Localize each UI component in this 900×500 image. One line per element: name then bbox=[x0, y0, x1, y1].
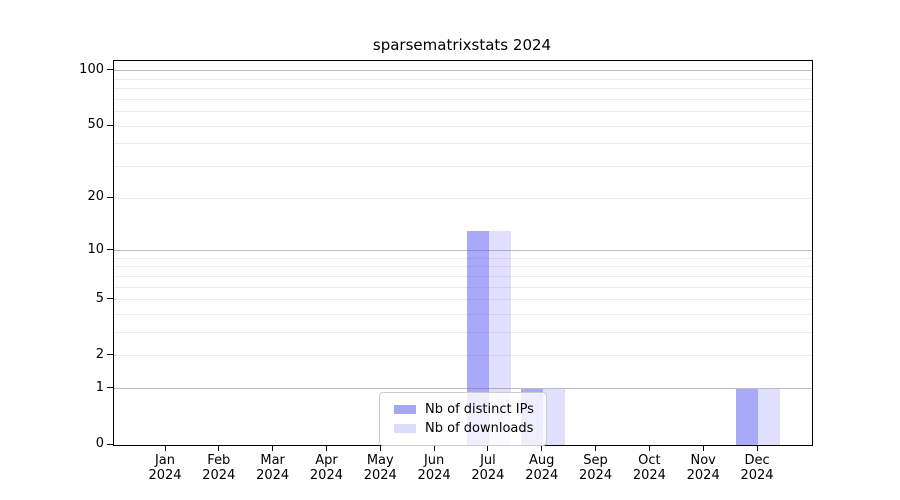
x-tick-mark bbox=[487, 445, 489, 451]
bar-jul-downloads bbox=[488, 231, 511, 445]
minor-gridline bbox=[114, 143, 812, 145]
y-tick-mark bbox=[107, 69, 113, 71]
minor-gridline bbox=[114, 125, 812, 127]
y-tick-label: 20 bbox=[87, 189, 104, 205]
x-tick-label-jul: Jul 2024 bbox=[471, 453, 505, 483]
x-tick-mark bbox=[218, 445, 220, 451]
plot-area: Nb of distinct IPs Nb of downloads bbox=[113, 60, 813, 446]
minor-gridline bbox=[114, 111, 812, 113]
major-gridline bbox=[114, 70, 812, 72]
x-tick-mark bbox=[541, 445, 543, 451]
x-tick-label-apr: Apr 2024 bbox=[309, 453, 343, 483]
y-tick-mark bbox=[107, 443, 113, 445]
legend-label: Nb of downloads bbox=[425, 421, 534, 436]
major-gridline bbox=[114, 388, 812, 390]
minor-gridline bbox=[114, 197, 812, 199]
y-tick-mark bbox=[107, 196, 113, 198]
y-tick-mark bbox=[107, 387, 113, 389]
y-tick-label: 0 bbox=[95, 436, 104, 451]
x-tick-label-aug: Aug 2024 bbox=[525, 453, 559, 483]
y-tick-mark bbox=[107, 249, 113, 251]
y-tick-label: 2 bbox=[95, 346, 104, 362]
x-tick-mark bbox=[595, 445, 597, 451]
x-tick-mark bbox=[272, 445, 274, 451]
x-tick-mark bbox=[379, 445, 381, 451]
y-tick-mark bbox=[107, 124, 113, 126]
x-tick-mark bbox=[756, 445, 758, 451]
chart-title: sparsematrixstats 2024 bbox=[372, 36, 552, 54]
legend: Nb of distinct IPs Nb of downloads bbox=[379, 392, 547, 446]
bar-aug-downloads bbox=[542, 388, 565, 445]
y-tick-label: 50 bbox=[87, 117, 104, 133]
legend-swatch-distinct-ips bbox=[394, 405, 416, 414]
x-tick-mark bbox=[702, 445, 704, 451]
minor-gridline bbox=[114, 286, 812, 288]
x-tick-label-jan: Jan 2024 bbox=[148, 453, 182, 483]
minor-gridline bbox=[114, 166, 812, 168]
minor-gridline bbox=[114, 275, 812, 277]
x-tick-mark bbox=[648, 445, 650, 451]
legend-entry: Nb of distinct IPs bbox=[394, 400, 534, 419]
x-tick-label-may: May 2024 bbox=[363, 453, 397, 483]
y-tick-label: 10 bbox=[87, 241, 104, 257]
y-tick-label: 1 bbox=[95, 379, 104, 395]
x-tick-label-feb: Feb 2024 bbox=[202, 453, 236, 483]
x-tick-mark bbox=[325, 445, 327, 451]
bar-jul-distinct-ips bbox=[466, 231, 489, 445]
x-tick-label-dec: Dec 2024 bbox=[740, 453, 774, 483]
y-tick-mark bbox=[107, 354, 113, 356]
minor-gridline bbox=[114, 314, 812, 315]
minor-gridline bbox=[114, 332, 812, 334]
major-gridline bbox=[114, 250, 812, 252]
x-tick-label-jun: Jun 2024 bbox=[417, 453, 451, 483]
minor-gridline bbox=[114, 88, 812, 90]
x-tick-label-sep: Sep 2024 bbox=[579, 453, 613, 483]
minor-gridline bbox=[114, 299, 812, 301]
x-tick-mark bbox=[164, 445, 166, 451]
legend-label: Nb of distinct IPs bbox=[425, 402, 534, 417]
legend-swatch-downloads bbox=[394, 424, 416, 433]
minor-gridline bbox=[114, 266, 812, 268]
y-tick-mark bbox=[107, 298, 113, 300]
x-tick-mark bbox=[433, 445, 435, 451]
y-tick-label: 100 bbox=[79, 61, 104, 77]
x-tick-label-oct: Oct 2024 bbox=[632, 453, 666, 483]
y-tick-label: 5 bbox=[95, 290, 104, 306]
minor-gridline bbox=[114, 355, 812, 357]
x-tick-label-mar: Mar 2024 bbox=[256, 453, 290, 483]
minor-gridline bbox=[114, 98, 812, 100]
bar-dec-distinct-ips bbox=[736, 388, 759, 445]
minor-gridline bbox=[114, 78, 812, 80]
minor-gridline bbox=[114, 257, 812, 259]
bar-dec-downloads bbox=[758, 388, 781, 445]
legend-entry: Nb of downloads bbox=[394, 419, 534, 438]
x-tick-label-nov: Nov 2024 bbox=[686, 453, 720, 483]
